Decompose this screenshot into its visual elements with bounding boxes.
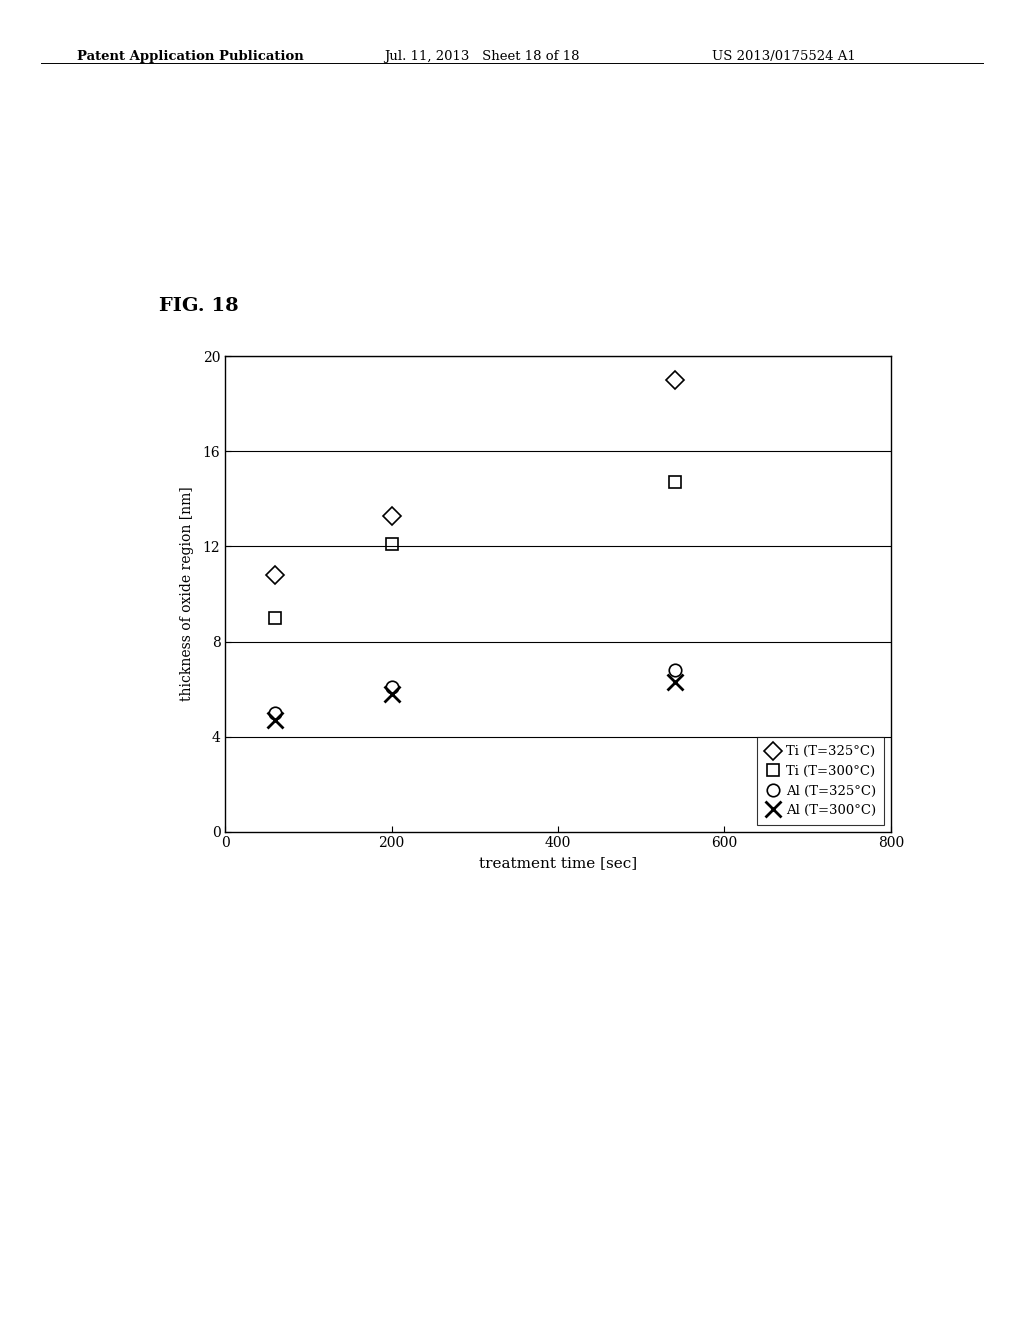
Text: FIG. 18: FIG. 18 (159, 297, 239, 315)
Y-axis label: thickness of oxide region [nm]: thickness of oxide region [nm] (180, 487, 195, 701)
Text: Jul. 11, 2013   Sheet 18 of 18: Jul. 11, 2013 Sheet 18 of 18 (384, 50, 580, 63)
Legend: Ti (T=325°C), Ti (T=300°C), Al (T=325°C), Al (T=300°C): Ti (T=325°C), Ti (T=300°C), Al (T=325°C)… (757, 738, 885, 825)
Text: Patent Application Publication: Patent Application Publication (77, 50, 303, 63)
X-axis label: treatment time [sec]: treatment time [sec] (479, 855, 637, 870)
Text: US 2013/0175524 A1: US 2013/0175524 A1 (712, 50, 855, 63)
